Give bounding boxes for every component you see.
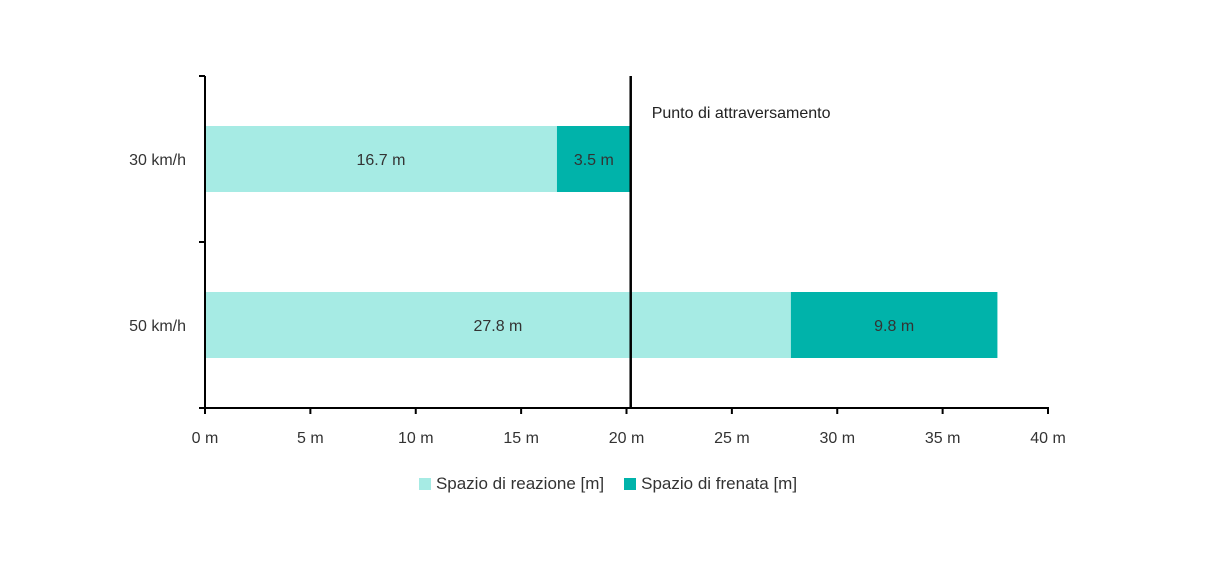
category-label: 50 km/h — [129, 318, 186, 335]
legend-swatch-braking — [624, 478, 637, 490]
category-labels-group: 30 km/h 50 km/h — [129, 152, 186, 335]
bar-value-label: 3.5 m — [574, 152, 614, 169]
category-label: 30 km/h — [129, 152, 186, 169]
bar-value-label: 9.8 m — [874, 318, 914, 335]
x-tick-label: 25 m — [714, 430, 750, 447]
x-tick-label: 5 m — [297, 430, 324, 447]
x-tick-label: 15 m — [503, 430, 539, 447]
bar-segment-reaction — [205, 292, 791, 358]
legend-label-reaction: Spazio di reazione [m] — [435, 474, 605, 493]
legend-item-reaction: Spazio di reazione [m] — [418, 474, 605, 494]
bar-value-label: 16.7 m — [357, 152, 406, 169]
x-tick-label: 20 m — [609, 430, 645, 447]
legend-label-braking: Spazio di frenata [m] — [641, 474, 798, 493]
bars-group — [205, 126, 998, 358]
legend-swatch-reaction — [418, 478, 431, 490]
x-tick-label: 10 m — [398, 430, 434, 447]
crossing-point-label: Punto di attraversamento — [652, 105, 831, 122]
bar-segment-braking — [790, 292, 998, 358]
x-tick-label: 30 m — [819, 430, 855, 447]
x-tick-label: 40 m — [1030, 430, 1066, 447]
x-tick-label: 35 m — [925, 430, 961, 447]
bar-segment-braking — [556, 126, 631, 192]
bar-labels-group: 16.7 m 3.5 m 27.8 m 9.8 m — [357, 152, 915, 335]
bar-value-label: 27.8 m — [473, 318, 522, 335]
legend-item-braking: Spazio di frenata [m] — [624, 474, 797, 494]
legend: Spazio di reazione [m] Spazio di frenata… — [0, 474, 1216, 494]
bar-segment-reaction — [205, 126, 557, 192]
x-ticks-group: 0 m 5 m 10 m 15 m 20 m 25 m 30 m 35 m 40 m — [192, 408, 1066, 447]
x-tick-label: 0 m — [192, 430, 219, 447]
